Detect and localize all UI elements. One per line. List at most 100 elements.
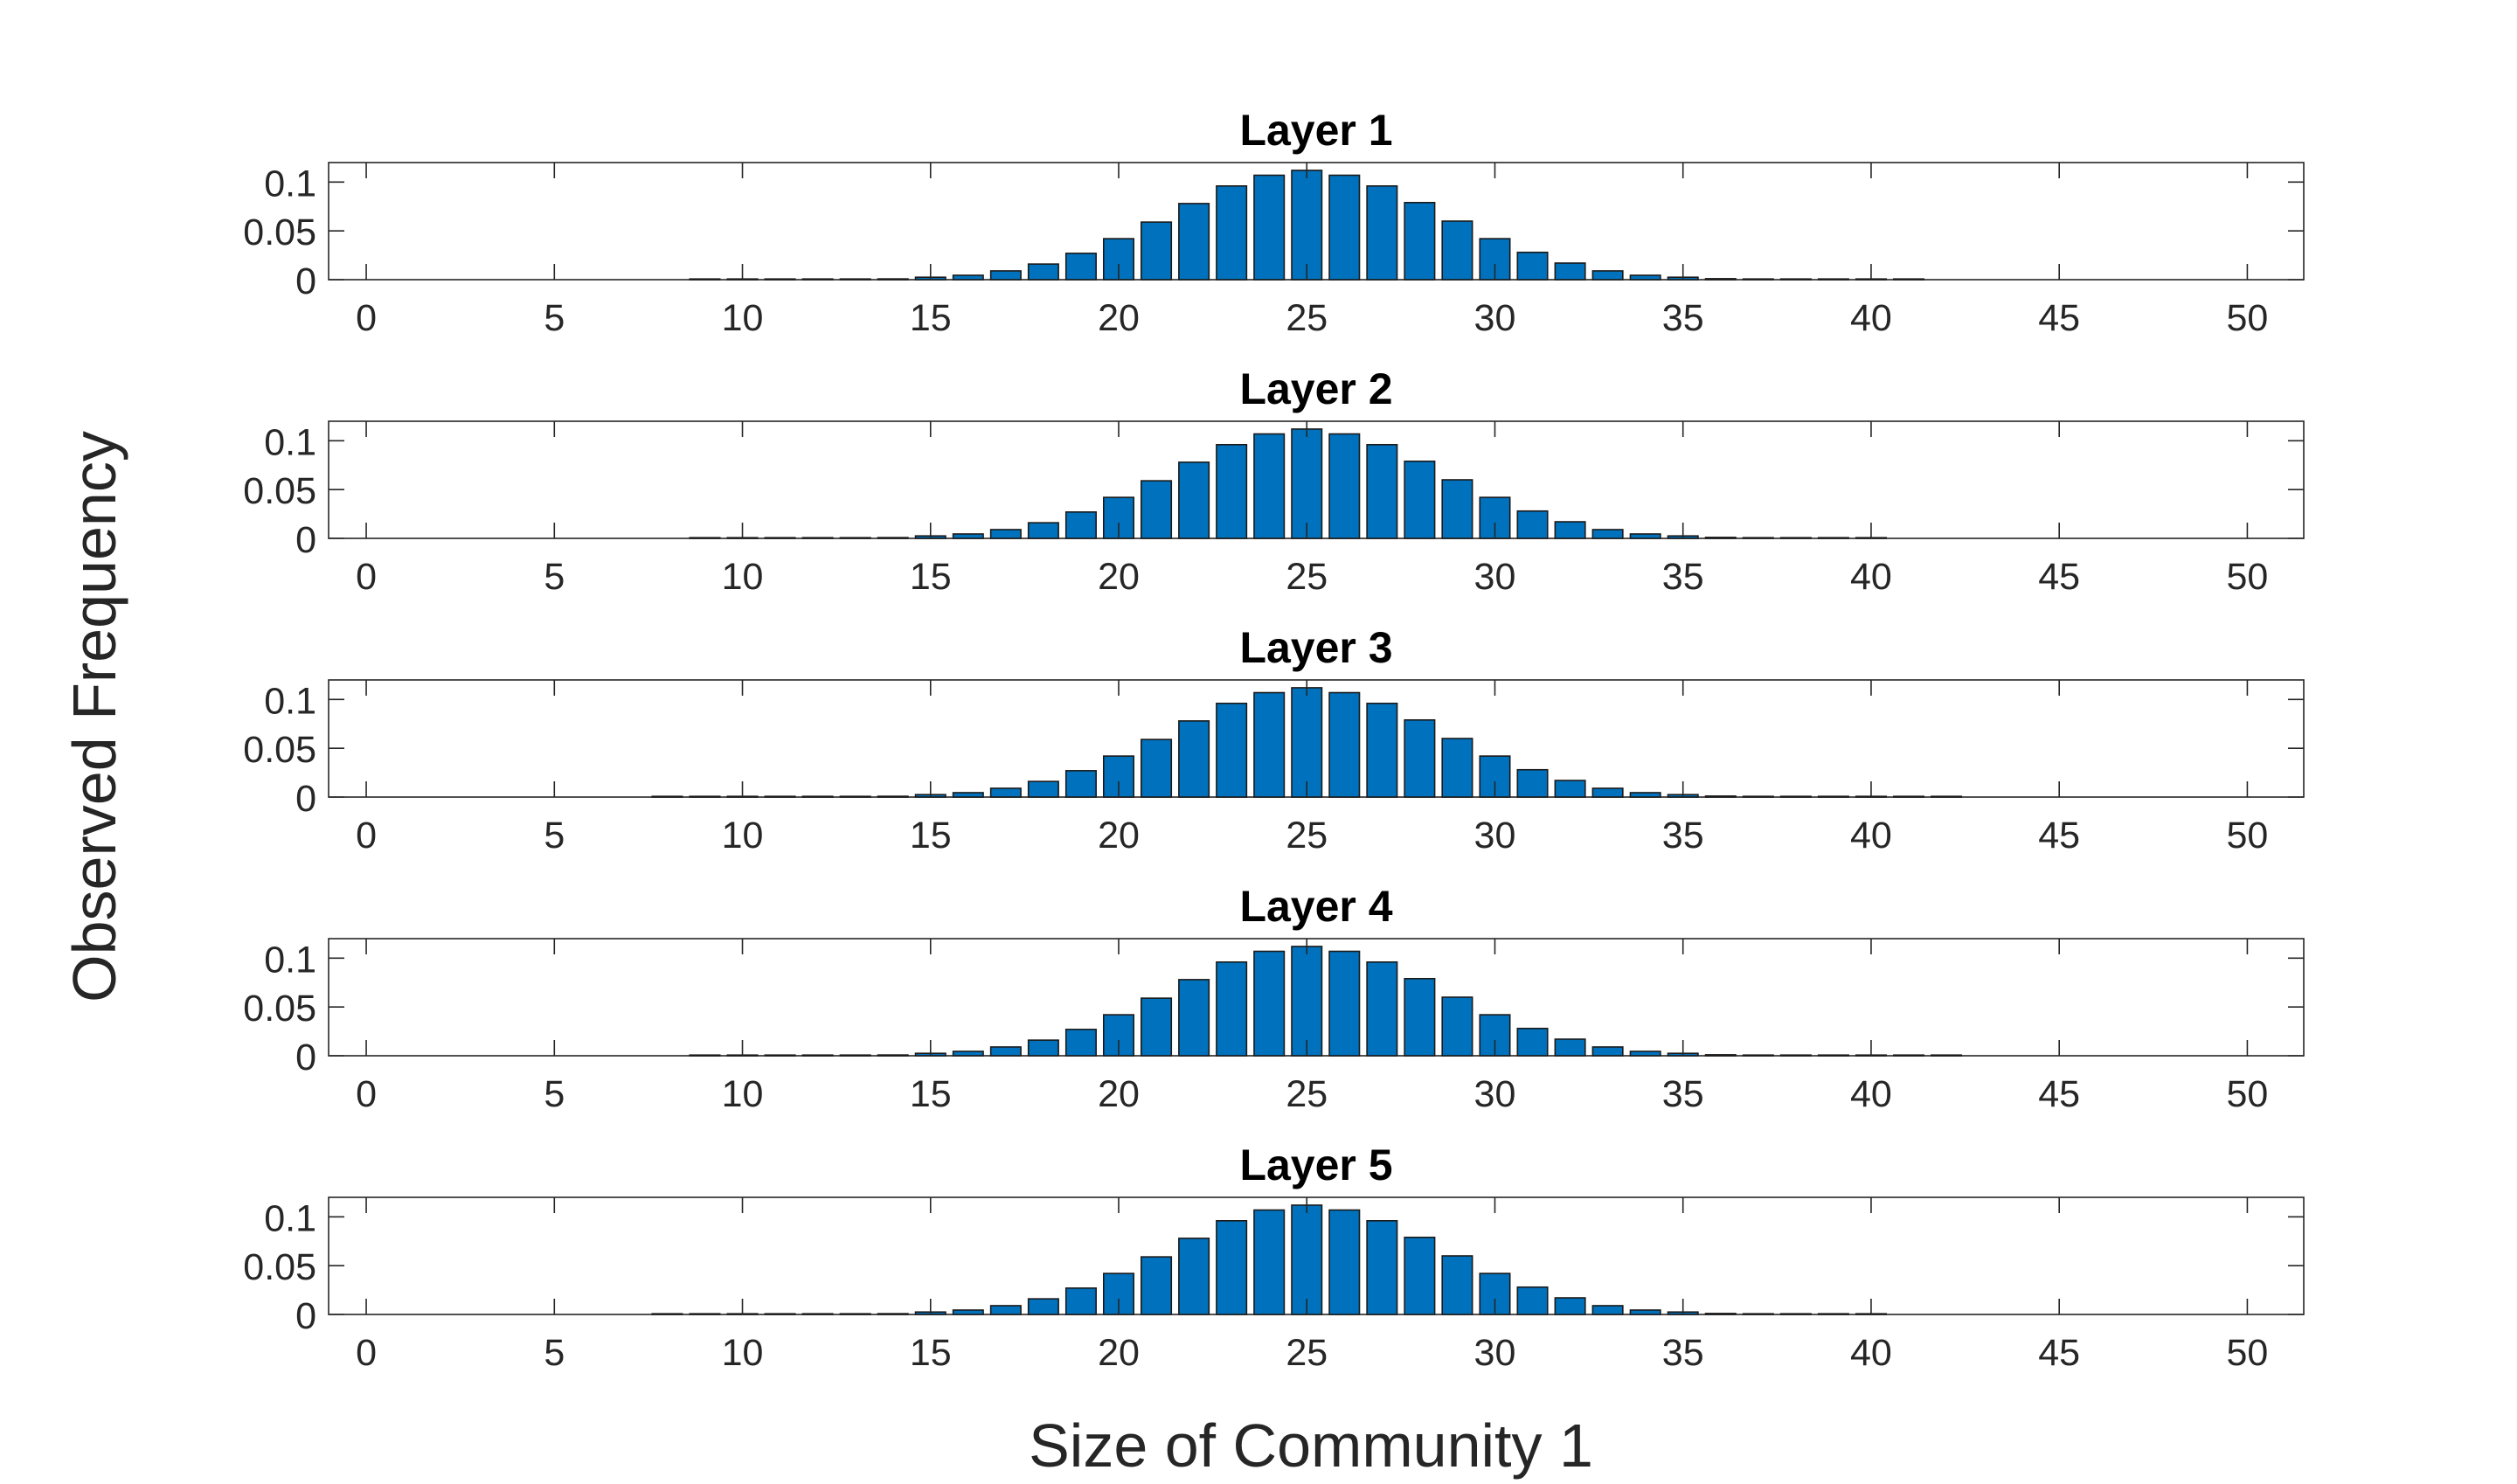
bar [1328,1209,1361,1315]
bar [1141,1256,1173,1315]
x-tick-label: 30 [1474,556,1516,598]
subplot-layer-5: Layer 5 0 5 10 15 20 25 30 35 40 45 50 0 0.05 0.1 [243,1141,2305,1374]
bar [1216,961,1248,1057]
x-tick-label: 45 [2038,556,2080,598]
bar [1779,537,1812,539]
x-tick-label: 5 [544,297,565,339]
bar [1629,274,1661,281]
bar [952,792,984,798]
bar [877,1054,909,1057]
bar [1328,174,1361,281]
bar [1366,185,1398,281]
x-tick-label: 45 [2038,1332,2080,1374]
x-tick-label: 35 [1662,556,1704,598]
bar [689,537,721,539]
y-tick-label: 0.1 [264,939,316,981]
bar [1253,174,1286,281]
x-tick-label: 20 [1098,297,1140,339]
x-tick-label: 45 [2038,815,2080,856]
bar [1629,792,1661,798]
bar [1516,1027,1549,1057]
bar [1291,428,1323,539]
bar [689,795,721,798]
bar [1441,738,1473,798]
bar [1366,1220,1398,1315]
bar [1704,278,1737,281]
bar [1892,278,1925,281]
bar [1742,795,1774,798]
x-tick-label: 20 [1098,1332,1140,1374]
x-tick-label: 40 [1850,815,1892,856]
y-tick-label: 0 [295,519,316,561]
bar [1291,170,1323,281]
y-tick-label: 0.05 [243,1246,316,1288]
x-tick-label: 40 [1850,1332,1892,1374]
x-tick-label: 40 [1850,1073,1892,1115]
bar [952,274,984,281]
bar [839,537,871,539]
bar [1253,950,1286,1057]
x-tick-label: 30 [1474,297,1516,339]
bar [1404,718,1436,798]
bar [1253,691,1286,798]
x-tick-label: 10 [722,1332,764,1374]
bar [1817,795,1849,798]
subplot-panels: Layer 10 5 10 15 20 25 30 35 40 45 5000.050.1Layer… [243,106,2305,1374]
x-tick-label: 15 [910,297,952,339]
y-tick-label: 0 [295,260,316,302]
bar [1027,522,1059,539]
bar [764,537,796,539]
bar [1516,251,1549,281]
bar [1441,479,1473,539]
bar [1742,1054,1774,1057]
bar [1291,946,1323,1057]
x-tick-label: 10 [722,1073,764,1115]
bar [1027,1298,1059,1315]
bar [1178,1238,1210,1315]
x-tick-label: 15 [910,1332,952,1374]
x-tick-label: 15 [910,1073,952,1115]
bar [764,278,796,281]
bar [1064,1029,1097,1057]
bar [764,1054,796,1057]
bar [1291,687,1323,798]
x-tick-label: 5 [544,1332,565,1374]
x-tick-label: 0 [356,1332,377,1374]
x-tick-label: 5 [544,815,565,856]
x-tick-label: 45 [2038,297,2080,339]
bar [839,278,871,281]
panel-title: Layer 3 [1239,623,1392,672]
bar [1931,795,1963,798]
x-tick-label: 20 [1098,1073,1140,1115]
bar [1216,1220,1248,1315]
y-tick-label: 0.05 [243,470,316,512]
bar [1291,1204,1323,1315]
bar [1554,1297,1586,1315]
bar [1892,1054,1925,1057]
x-tick-label: 0 [356,815,377,856]
bar [1253,433,1286,539]
x-tick-label: 10 [722,297,764,339]
bar [801,1054,834,1057]
bar [989,270,1022,281]
bar [1554,262,1586,281]
y-tick-label: 0.1 [264,680,316,722]
bar [1704,537,1737,539]
bar [1931,1054,1963,1057]
bar [1591,1046,1624,1057]
bar [877,278,909,281]
bar [1064,1287,1097,1315]
x-tick-label: 45 [2038,1073,2080,1115]
bar [1141,739,1173,798]
bar [1629,1051,1661,1057]
x-tick-label: 0 [356,297,377,339]
bar [689,278,721,281]
bar [801,278,834,281]
bar [1328,433,1361,539]
bar [989,787,1022,798]
x-tick-label: 35 [1662,815,1704,856]
bar [1178,979,1210,1057]
x-tick-label: 40 [1850,297,1892,339]
bar [1554,521,1586,539]
x-tick-label: 5 [544,1073,565,1115]
